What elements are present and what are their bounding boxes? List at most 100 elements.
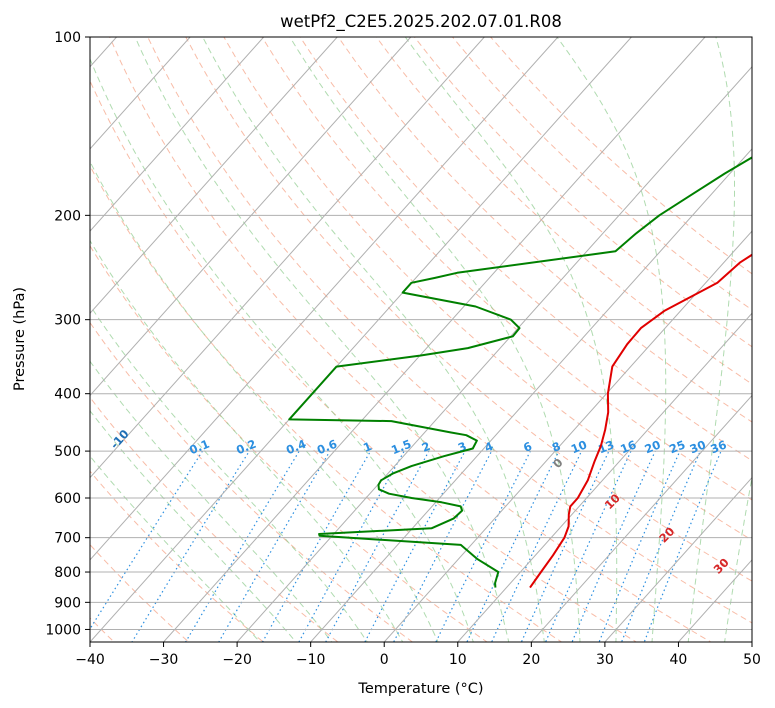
- moist-adiabat-line: [556, 37, 667, 642]
- mixing-ratio-label: 0.6: [315, 437, 339, 458]
- x-axis: −40 −30 −20 −10 0 10 20 30 40 50: [75, 642, 761, 668]
- dry-adiabat-line: [337, 37, 752, 423]
- y-tick-label: 900: [54, 595, 81, 611]
- isotherm-gridline: [751, 641, 752, 642]
- profile-series: [288, 156, 752, 589]
- isotherm-gridline: [310, 148, 752, 642]
- dewpoint-profile-line: [288, 156, 752, 588]
- isotherm-gridline: [236, 65, 752, 642]
- mixing-ratio-label: 36: [708, 437, 728, 456]
- mixing-ratio-label: 25: [667, 437, 687, 456]
- mixing-ratio-label: 8: [550, 439, 563, 455]
- moist-adiabat-line: [134, 37, 510, 642]
- mixing-ratio-line: [393, 450, 493, 642]
- mixing-ratio-label: 1: [361, 439, 374, 455]
- x-tick-label: 30: [596, 652, 614, 668]
- dry-adiabat-line: [90, 321, 414, 642]
- isotherm-gridline: [457, 312, 752, 642]
- y-tick-label: 700: [54, 531, 81, 547]
- y-tick-label: 500: [54, 444, 81, 460]
- isotherm-gridline: [90, 37, 265, 232]
- temperature-profile-line: [529, 253, 752, 589]
- x-tick-label: −20: [222, 652, 252, 668]
- mixing-ratio-label: 20: [642, 437, 662, 456]
- y-tick-label: 400: [54, 387, 81, 403]
- dry-adiabat-line: [90, 543, 190, 642]
- moist-adiabat-label: 30: [711, 555, 732, 576]
- moist-adiabat-line: [90, 57, 474, 642]
- moist-adiabat-line: [202, 37, 545, 642]
- x-tick-label: −30: [149, 652, 179, 668]
- mixing-ratio-label: 1.5: [389, 437, 413, 458]
- x-tick-label: 20: [522, 652, 540, 668]
- mixing-ratio-line: [325, 450, 430, 642]
- mixing-ratio-label: 30: [688, 437, 708, 456]
- moist-adiabat-line: [90, 410, 297, 642]
- dry-adiabat-line: [223, 37, 752, 541]
- y-tick-label: 1000: [45, 622, 81, 638]
- mixing-ratio-line: [261, 450, 372, 642]
- isotherm-gridline: [678, 559, 752, 642]
- dry-adiabat-line: [90, 79, 638, 642]
- mixing-ratio-line: [364, 450, 466, 642]
- dry-adiabat-line: [90, 396, 339, 642]
- isotherm-gridline: [604, 476, 752, 642]
- dry-adiabat-line: [90, 470, 265, 642]
- moist-adiabat-label: 0: [550, 455, 566, 471]
- mixing-ratio-label: 6: [521, 439, 534, 455]
- isotherm-gridline: [90, 37, 485, 479]
- mixing-ratio-label: 0.4: [284, 437, 308, 458]
- isotherm-gridline: [530, 394, 752, 642]
- x-tick-label: 0: [380, 652, 389, 668]
- x-tick-label: −10: [296, 652, 326, 668]
- x-tick-label: 40: [670, 652, 688, 668]
- isotherm-gridline: [90, 37, 412, 397]
- dry-adiabat-label: -20: [24, 395, 48, 420]
- moist-adiabat-line: [90, 239, 404, 642]
- mixing-ratio-line: [218, 450, 331, 642]
- isotherm-gridline: [163, 37, 706, 642]
- x-axis-title: Temperature (°C): [357, 681, 483, 697]
- y-tick-label: 200: [54, 208, 81, 224]
- mixing-ratio-label: 4: [482, 439, 495, 455]
- y-axis-title: Pressure (hPa): [12, 287, 28, 391]
- x-tick-label: 10: [449, 652, 467, 668]
- mixing-ratio-label: 0.2: [234, 437, 258, 458]
- y-tick-label: 800: [54, 565, 81, 581]
- isotherm-gridline: [383, 230, 752, 642]
- mixing-ratio-line: [131, 450, 250, 642]
- moist-adiabat-line: [90, 304, 368, 642]
- x-tick-label: −40: [75, 652, 105, 668]
- y-axis: 100 200 300 400 500 600 700 800 900 1000: [45, 30, 90, 638]
- dry-adiabat-line: [299, 37, 752, 462]
- isotherm-gridline: [90, 37, 191, 150]
- plot-frame: [89, 36, 753, 643]
- mixing-ratio-line: [598, 450, 681, 642]
- mixing-ratio-line: [435, 450, 531, 642]
- dry-adiabat-line: [90, 164, 563, 642]
- dry-adiabat-line: [452, 37, 752, 311]
- moist-adiabat-line: [404, 37, 618, 642]
- y-tick-label: 100: [54, 30, 81, 46]
- mixing-ratio-label: 16: [618, 437, 638, 456]
- isotherm-gridline: [90, 37, 338, 315]
- isotherm-gridline: [90, 37, 559, 561]
- dry-adiabat-label: -10: [107, 427, 131, 452]
- y-tick-label: 300: [54, 313, 81, 329]
- mixing-ratio-line: [643, 450, 722, 642]
- x-tick-label: 50: [743, 652, 761, 668]
- chart-title: wetPf2_C2E5.2025.202.07.01.R08: [280, 12, 562, 32]
- dry-adiabat-line: [109, 37, 712, 642]
- background-reference-lines: [90, 37, 752, 642]
- moist-adiabat-line: [687, 37, 735, 642]
- moist-adiabat-line: [724, 474, 752, 642]
- moist-adiabat-line: [289, 37, 581, 642]
- y-tick-label: 600: [54, 491, 81, 507]
- mixing-ratio-label: 13: [596, 437, 616, 456]
- moist-adiabat-line: [90, 455, 261, 642]
- mixing-ratio-line: [90, 450, 204, 630]
- moist-adiabat-label: 40: [765, 583, 775, 604]
- isotherm-gridline: [90, 37, 632, 642]
- moist-adiabat-line: [90, 360, 333, 642]
